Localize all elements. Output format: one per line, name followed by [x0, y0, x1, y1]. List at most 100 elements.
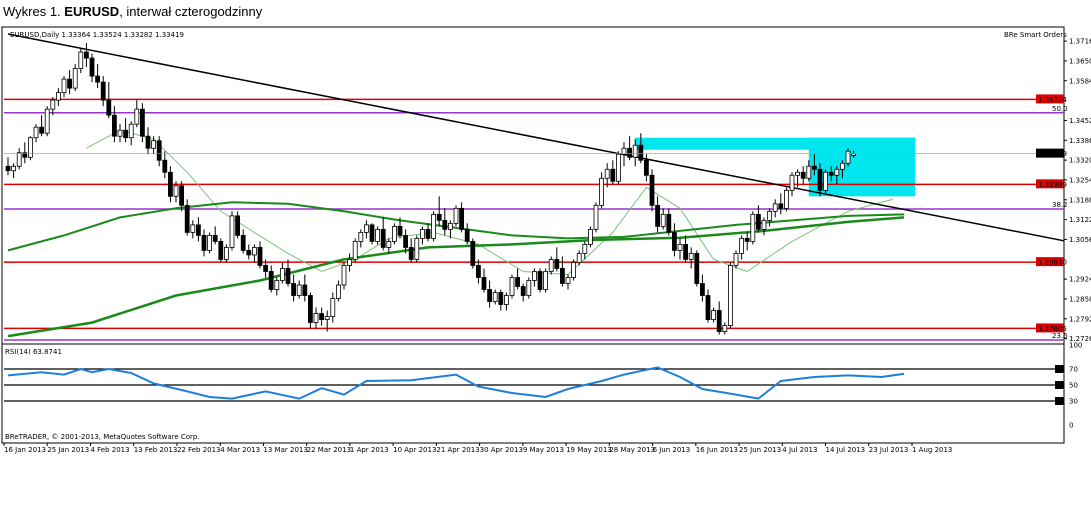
candle-bearish[interactable]	[828, 171, 834, 176]
candle-bullish[interactable]	[588, 228, 593, 245]
candle-bullish[interactable]	[582, 244, 588, 254]
candle-bearish[interactable]	[627, 147, 632, 158]
candle-bearish[interactable]	[307, 295, 313, 323]
candle-bullish[interactable]	[526, 280, 532, 296]
candle-bullish[interactable]	[789, 174, 795, 191]
candle-bearish[interactable]	[560, 268, 565, 284]
candle-bearish[interactable]	[425, 228, 431, 239]
candle-bullish[interactable]	[840, 162, 845, 170]
candle-bearish[interactable]	[263, 265, 269, 272]
candle-bearish[interactable]	[442, 219, 448, 230]
candle-bullish[interactable]	[772, 203, 778, 212]
candle-bullish[interactable]	[604, 168, 610, 179]
candle-bullish[interactable]	[503, 295, 509, 305]
candle-bullish[interactable]	[251, 247, 257, 256]
candle-bullish[interactable]	[50, 99, 56, 110]
candle-bullish[interactable]	[599, 177, 604, 206]
candle-bearish[interactable]	[778, 203, 784, 209]
candle-bearish[interactable]	[408, 247, 414, 260]
candle-bullish[interactable]	[173, 185, 179, 197]
candle-bullish[interactable]	[279, 268, 285, 281]
candle-bearish[interactable]	[145, 135, 151, 149]
candle-bearish[interactable]	[22, 152, 28, 158]
candle-bearish[interactable]	[666, 213, 672, 233]
candle-bearish[interactable]	[705, 295, 711, 320]
candle-bullish[interactable]	[11, 165, 17, 172]
candle-bearish[interactable]	[812, 165, 817, 170]
candle-bearish[interactable]	[672, 231, 677, 251]
candle-bullish[interactable]	[330, 298, 336, 317]
candle-bearish[interactable]	[195, 224, 201, 236]
candle-bullish[interactable]	[375, 228, 381, 242]
candle-bullish[interactable]	[750, 213, 756, 242]
candle-bullish[interactable]	[447, 222, 453, 230]
candle-bullish[interactable]	[431, 213, 437, 239]
candle-bullish[interactable]	[806, 165, 812, 179]
candle-bullish[interactable]	[352, 241, 358, 260]
candle-bullish[interactable]	[677, 244, 683, 251]
candle-bullish[interactable]	[733, 253, 739, 266]
candle-bullish[interactable]	[823, 171, 828, 191]
candle-bearish[interactable]	[716, 310, 722, 332]
candle-bullish[interactable]	[274, 280, 280, 290]
candle-bearish[interactable]	[201, 234, 207, 251]
candle-bearish[interactable]	[464, 228, 470, 242]
candle-bearish[interactable]	[397, 225, 403, 236]
candle-bearish[interactable]	[240, 234, 246, 251]
candle-bearish[interactable]	[403, 234, 409, 248]
candle-bearish[interactable]	[212, 234, 218, 242]
candle-bullish[interactable]	[571, 262, 576, 278]
candle-bearish[interactable]	[610, 168, 616, 182]
candle-bearish[interactable]	[644, 159, 649, 176]
candle-bullish[interactable]	[453, 207, 459, 224]
candle-bullish[interactable]	[151, 140, 157, 149]
candle-bearish[interactable]	[162, 159, 168, 173]
candle-bullish[interactable]	[313, 313, 319, 323]
candle-bullish[interactable]	[419, 228, 425, 239]
candle-bearish[interactable]	[475, 265, 481, 278]
candle-bearish[interactable]	[700, 283, 705, 296]
candle-bullish[interactable]	[576, 253, 582, 263]
candle-bullish[interactable]	[117, 129, 123, 137]
candle-bearish[interactable]	[800, 171, 806, 179]
candle-bullish[interactable]	[128, 123, 134, 139]
candle-bearish[interactable]	[291, 283, 297, 296]
candle-bearish[interactable]	[817, 168, 823, 191]
candle-bullish[interactable]	[834, 168, 840, 176]
candle-bullish[interactable]	[134, 108, 140, 125]
candle-bullish[interactable]	[72, 68, 78, 89]
candle-bearish[interactable]	[89, 57, 95, 77]
candle-bullish[interactable]	[207, 234, 213, 251]
candle-bullish[interactable]	[688, 253, 694, 260]
candle-bullish[interactable]	[391, 225, 397, 242]
candle-bearish[interactable]	[268, 271, 274, 290]
candle-bearish[interactable]	[369, 224, 375, 242]
candle-bullish[interactable]	[16, 152, 22, 167]
candle-bullish[interactable]	[27, 137, 33, 158]
candle-bullish[interactable]	[341, 265, 347, 286]
candle-bullish[interactable]	[386, 241, 392, 248]
candle-bullish[interactable]	[61, 78, 67, 94]
candle-bearish[interactable]	[106, 99, 112, 116]
candle-bearish[interactable]	[756, 213, 761, 230]
candle-bullish[interactable]	[229, 215, 235, 248]
candle-bullish[interactable]	[593, 204, 599, 230]
candle-bearish[interactable]	[459, 207, 465, 230]
candle-bearish[interactable]	[638, 144, 644, 161]
candle-bullish[interactable]	[722, 325, 728, 332]
candle-bearish[interactable]	[487, 289, 493, 302]
candle-bullish[interactable]	[335, 284, 341, 299]
candle-bullish[interactable]	[190, 224, 196, 233]
candle-bullish[interactable]	[548, 259, 554, 272]
candle-bearish[interactable]	[167, 171, 173, 197]
candle-bearish[interactable]	[436, 213, 442, 221]
candle-bullish[interactable]	[414, 238, 420, 260]
candle-bearish[interactable]	[100, 81, 106, 101]
candle-bullish[interactable]	[324, 316, 330, 320]
candle-bearish[interactable]	[649, 174, 655, 206]
candle-bullish[interactable]	[845, 150, 851, 164]
candle-bearish[interactable]	[554, 259, 560, 269]
candle-bearish[interactable]	[694, 253, 700, 284]
candle-bullish[interactable]	[621, 147, 627, 155]
candle-bearish[interactable]	[5, 165, 11, 172]
